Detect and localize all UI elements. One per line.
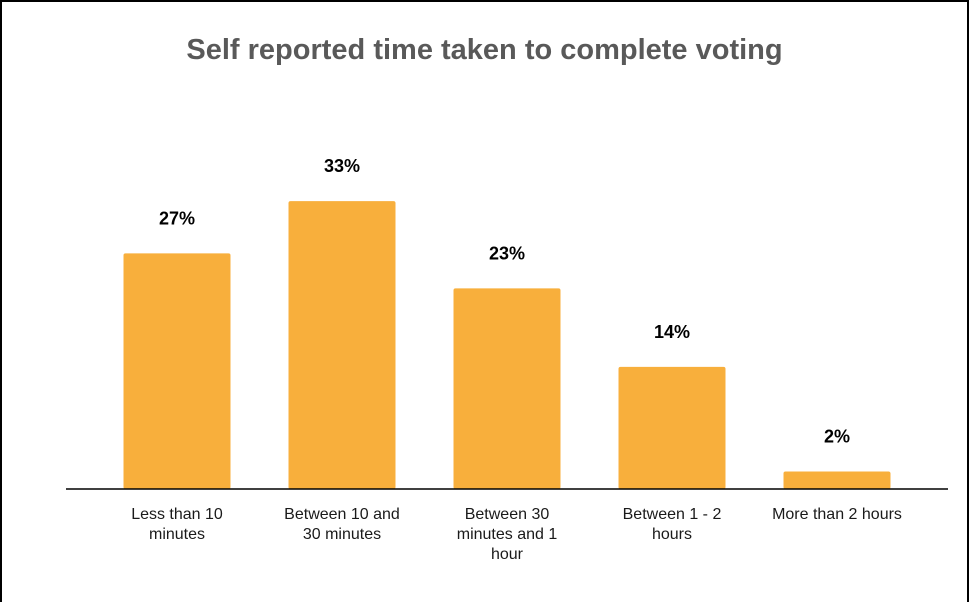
bar-group bbox=[123, 201, 891, 489]
category-label: Between 1 - 2 hours bbox=[623, 506, 722, 543]
bar bbox=[123, 253, 231, 489]
category-label-line: 30 minutes bbox=[303, 526, 381, 543]
bar bbox=[453, 288, 561, 489]
bar bbox=[783, 471, 891, 489]
category-label-line: minutes bbox=[149, 526, 205, 543]
bar-value-label: 23% bbox=[489, 243, 525, 263]
bar bbox=[618, 366, 726, 489]
value-label-group: 27% 33% 23% 14% 2% bbox=[159, 156, 850, 446]
category-label-line: Between 30 bbox=[465, 506, 550, 523]
category-label: More than 2 hours bbox=[772, 506, 902, 523]
category-label-line: hour bbox=[491, 546, 524, 563]
bar bbox=[288, 201, 396, 489]
category-label-group: Less than 10 minutes Between 10 and 30 minu… bbox=[131, 506, 902, 563]
category-label-line: Less than 10 bbox=[131, 506, 223, 523]
category-label-line: Between 1 - 2 bbox=[623, 506, 722, 523]
bar-value-label: 2% bbox=[824, 427, 850, 447]
category-label: Between 10 and 30 minutes bbox=[284, 506, 400, 543]
chart-title: Self reported time taken to complete vot… bbox=[186, 34, 783, 66]
bar-value-label: 27% bbox=[159, 208, 195, 228]
category-label-line: More than 2 hours bbox=[772, 506, 902, 523]
category-label-line: Between 10 and bbox=[284, 506, 400, 523]
category-label: Less than 10 minutes bbox=[131, 506, 223, 543]
category-label-line: minutes and 1 bbox=[457, 526, 558, 543]
bar-value-label: 14% bbox=[654, 322, 690, 342]
bar-value-label: 33% bbox=[324, 156, 360, 176]
category-label-line: hours bbox=[652, 526, 692, 543]
category-label: Between 30 minutes and 1 hour bbox=[457, 506, 558, 563]
